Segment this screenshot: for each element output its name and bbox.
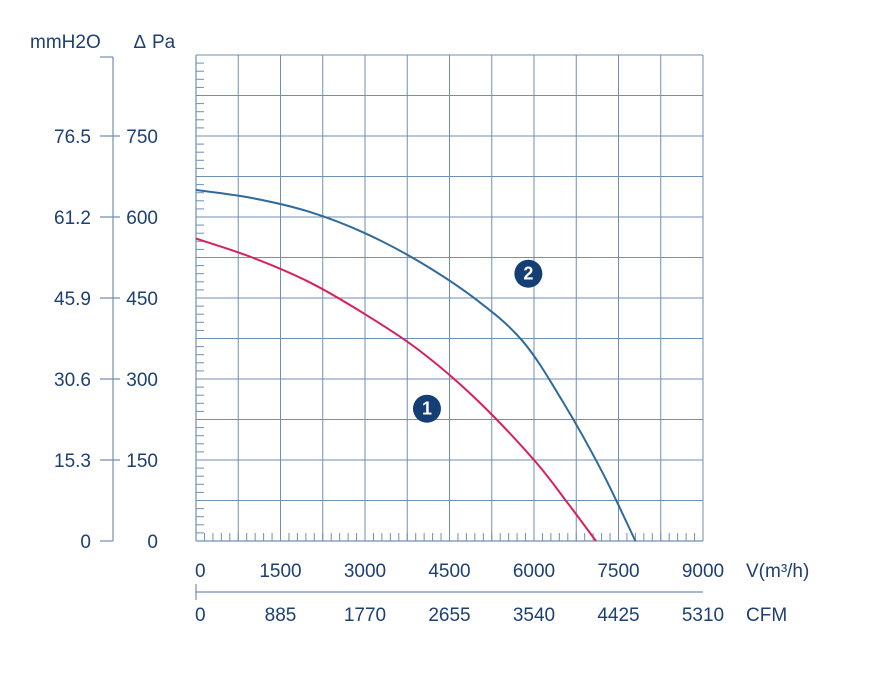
series-badge-label: 1	[422, 399, 432, 419]
delta-symbol: ∆	[134, 32, 146, 53]
x2-tick-label: 4425	[597, 605, 639, 626]
x2-tick-label: 5310	[682, 605, 724, 626]
series-badge-label: 2	[523, 264, 533, 284]
series-line-1	[195, 237, 597, 542]
x-tick-label: 9000	[682, 561, 724, 582]
x-tick-label: 4500	[428, 561, 470, 582]
x2-axis-unit: CFM	[746, 605, 787, 626]
x-tick-label: 6000	[513, 561, 555, 582]
y-tick-label: 0	[147, 532, 158, 553]
y-tick-label: 150	[126, 451, 158, 472]
y2-tick-label: 76.5	[54, 127, 91, 148]
x-tick-label: 7500	[597, 561, 639, 582]
grid	[196, 54, 704, 541]
y2-tick-label: 0	[80, 532, 91, 553]
x-tick-label: 3000	[344, 561, 386, 582]
x2-tick-label: 0	[195, 605, 206, 626]
y-tick-label: 450	[126, 289, 158, 310]
y2-tick-label: 45.9	[54, 289, 91, 310]
series-line-2	[195, 189, 637, 542]
y-axis-unit: Pa	[152, 32, 176, 53]
y2-axis-unit: mmH2O	[30, 32, 101, 53]
y2-tick-label: 30.6	[54, 370, 91, 391]
x-axis-unit: V(m³/h)	[746, 561, 809, 582]
x2-tick-label: 3540	[513, 605, 555, 626]
y-tick-label: 300	[126, 370, 158, 391]
y2-tick-label: 15.3	[54, 451, 91, 472]
axis-labels: mmH2O ∆ Pa V(m³/h) CFM 0 0 150 15.3 300 30.6 4…	[30, 32, 809, 626]
y-tick-label: 750	[126, 127, 158, 148]
y-tick-label: 600	[126, 208, 158, 229]
series	[195, 189, 637, 542]
axes	[100, 55, 703, 600]
x2-tick-label: 885	[265, 605, 297, 626]
y2-tick-label: 61.2	[54, 208, 91, 229]
series-badges: 21	[412, 259, 543, 423]
x2-tick-label: 2655	[428, 605, 470, 626]
x2-tick-label: 1770	[344, 605, 386, 626]
x-tick-label: 1500	[259, 561, 301, 582]
x-tick-label: 0	[195, 561, 206, 582]
series-badge-2	[514, 259, 543, 288]
series-badge-1	[412, 394, 441, 423]
